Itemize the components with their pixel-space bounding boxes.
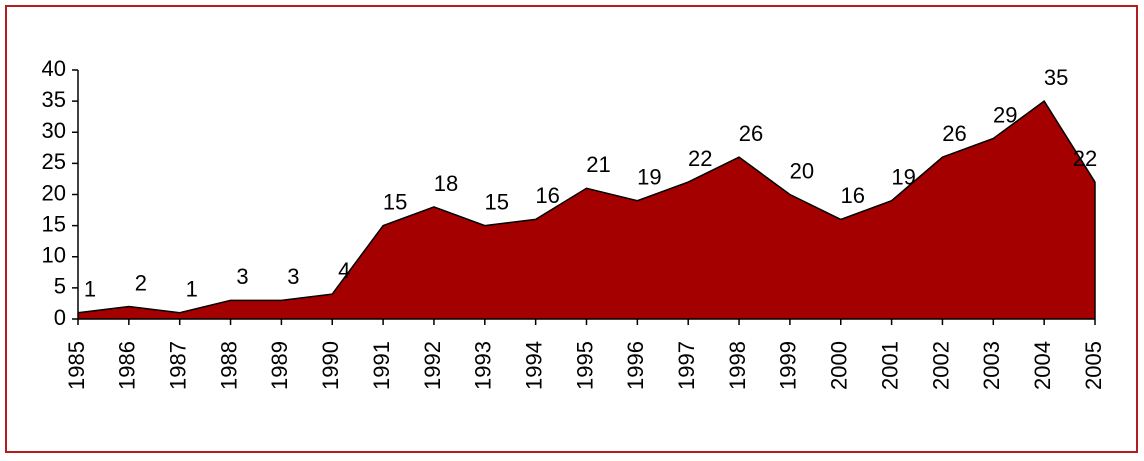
data-label: 16: [535, 183, 559, 208]
x-tick-label: 1986: [115, 341, 140, 390]
x-tick-label: 2002: [928, 341, 953, 390]
x-tick-label: 1985: [64, 341, 89, 390]
x-tick-label: 1989: [267, 341, 292, 390]
data-label: 3: [287, 264, 299, 289]
x-tick-label: 1993: [471, 341, 496, 390]
x-tick-label: 2000: [827, 341, 852, 390]
area: [78, 101, 1095, 319]
x-tick-label: 2001: [877, 341, 902, 390]
x-tick-label: 1990: [318, 341, 343, 390]
y-tick-label: 5: [54, 274, 66, 299]
y-tick-label: 25: [42, 149, 66, 174]
x-tick-label: 1991: [369, 341, 394, 390]
data-label: 21: [586, 152, 610, 177]
data-label: 22: [688, 146, 712, 171]
data-label: 16: [841, 183, 865, 208]
y-tick-label: 0: [54, 305, 66, 330]
x-tick-label: 1998: [725, 341, 750, 390]
y-tick-label: 35: [42, 87, 66, 112]
data-label: 29: [993, 102, 1017, 127]
x-tick-label: 1988: [216, 341, 241, 390]
y-tick-label: 40: [42, 56, 66, 81]
data-label: 26: [942, 121, 966, 146]
x-tick-label: 2003: [979, 341, 1004, 390]
x-tick-label: 1996: [623, 341, 648, 390]
x-tick-label: 1997: [674, 341, 699, 390]
data-label: 18: [434, 171, 458, 196]
data-label: 15: [485, 189, 509, 214]
data-label: 20: [790, 158, 814, 183]
x-tick-label: 1999: [776, 341, 801, 390]
area-line: [77, 100, 1096, 314]
y-tick-label: 15: [42, 211, 66, 236]
data-label: 3: [236, 264, 248, 289]
x-tick-label: 2005: [1081, 341, 1106, 390]
data-label: 4: [338, 258, 350, 283]
data-label: 35: [1044, 65, 1068, 90]
data-label: 26: [739, 121, 763, 146]
x-tick-label: 1995: [572, 341, 597, 390]
data-label: 15: [383, 189, 407, 214]
x-tick-label: 1987: [166, 341, 191, 390]
data-label: 1: [186, 277, 198, 302]
x-tick-label: 2004: [1030, 341, 1055, 390]
x-tick-label: 1992: [420, 341, 445, 390]
data-label: 22: [1073, 146, 1097, 171]
y-tick-label: 10: [42, 243, 66, 268]
data-label: 2: [135, 270, 147, 295]
y-tick-label: 30: [42, 118, 66, 143]
data-label: 19: [891, 165, 915, 190]
data-label: 1: [84, 277, 96, 302]
x-tick-label: 1994: [521, 341, 546, 390]
data-label: 19: [637, 165, 661, 190]
y-tick-label: 20: [42, 180, 66, 205]
